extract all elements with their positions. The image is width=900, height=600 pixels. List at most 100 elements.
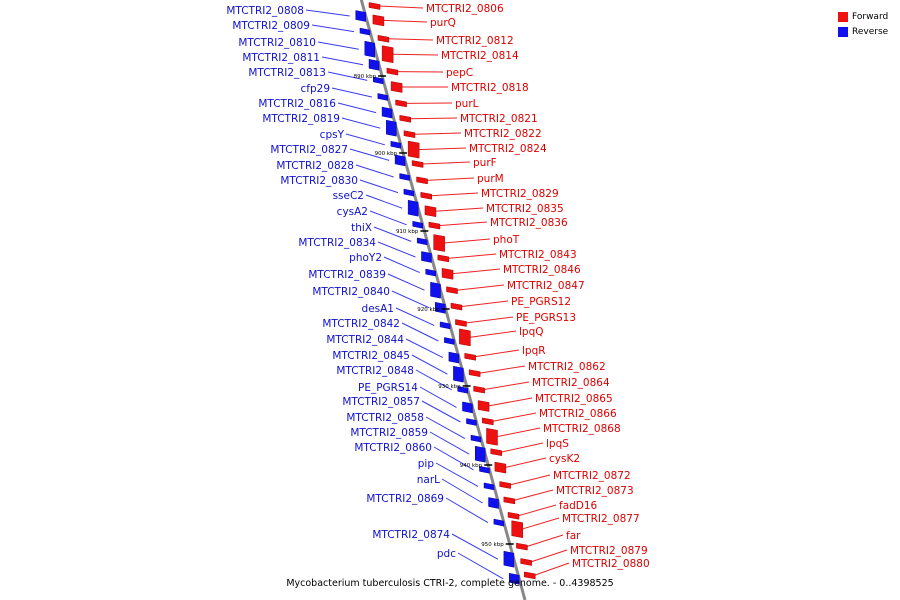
- reverse-gene-label: MTCTRI2_0869: [366, 493, 444, 505]
- forward-gene-label: MTCTRI2_0879: [570, 545, 648, 557]
- reverse-leader-line: [341, 117, 381, 129]
- reverse-gene-feature: [399, 173, 410, 181]
- forward-gene-feature: [403, 130, 416, 138]
- forward-gene-label: MTCTRI2_0846: [503, 264, 581, 276]
- reverse-leader-line: [425, 416, 466, 440]
- reverse-gene-label: desA1: [362, 303, 394, 315]
- forward-gene-feature: [420, 192, 433, 200]
- forward-gene-label: MTCTRI2_0843: [499, 249, 577, 261]
- reverse-leader-line: [419, 386, 457, 408]
- reverse-leader-line: [377, 241, 416, 258]
- reverse-gene-feature: [493, 518, 505, 527]
- reverse-leader-line: [441, 478, 483, 504]
- reverse-gene-label: cysA2: [337, 206, 368, 218]
- reverse-leader-line: [433, 446, 474, 471]
- reverse-leader-line: [383, 256, 420, 274]
- forward-leader-line: [492, 412, 537, 422]
- reverse-gene-feature: [394, 154, 406, 167]
- forward-gene-feature: [390, 81, 403, 93]
- reverse-leader-line: [445, 497, 489, 524]
- reverse-gene-label: MTCTRI2_0845: [332, 350, 410, 362]
- genome-caption: Mycobacterium tuberculosis CTRI-2, compl…: [286, 578, 614, 589]
- reverse-gene-label: MTCTRI2_0844: [326, 334, 404, 346]
- forward-gene-feature: [399, 115, 412, 123]
- reverse-gene-label: cfp29: [301, 83, 331, 95]
- forward-gene-label: purF: [473, 157, 497, 169]
- forward-gene-feature: [424, 205, 437, 217]
- reverse-gene-feature: [373, 76, 384, 85]
- forward-gene-label: cysK2: [549, 453, 580, 465]
- reverse-leader-line: [391, 290, 430, 309]
- forward-leader-line: [378, 5, 424, 9]
- forward-gene-feature: [386, 67, 399, 76]
- forward-gene-label: far: [566, 530, 581, 542]
- reverse-gene-label: MTCTRI2_0840: [312, 286, 390, 298]
- forward-gene-label: lpqQ: [519, 326, 544, 338]
- reverse-leader-line: [355, 164, 394, 178]
- reverse-gene-label: cpsY: [320, 129, 345, 141]
- forward-leader-line: [517, 504, 557, 517]
- reverse-gene-feature: [479, 465, 490, 474]
- forward-gene-label: purQ: [430, 17, 456, 29]
- reverse-gene-feature: [439, 321, 451, 330]
- reverse-gene-label: MTCTRI2_0874: [372, 529, 450, 541]
- forward-gene-label: MTCTRI2_0836: [490, 217, 568, 229]
- coordinate-tick-label: 940 kbp: [460, 463, 483, 469]
- coordinate-tick-label: 930 kbp: [438, 384, 461, 390]
- forward-gene-label: fadD16: [559, 500, 598, 512]
- reverse-leader-line: [327, 71, 368, 81]
- forward-gene-label: MTCTRI2_0814: [441, 50, 519, 62]
- forward-leader-line: [409, 117, 458, 120]
- reverse-gene-feature: [435, 301, 446, 314]
- forward-gene-feature: [437, 254, 450, 263]
- forward-gene-label: MTCTRI2_0877: [562, 513, 640, 525]
- forward-gene-feature: [433, 234, 445, 252]
- forward-leader-line: [530, 549, 568, 563]
- forward-leader-line: [426, 177, 475, 181]
- forward-leader-line: [434, 207, 484, 212]
- reverse-gene-feature: [466, 418, 477, 426]
- reverse-gene-label: MTCTRI2_0860: [354, 442, 432, 454]
- reverse-gene-feature: [425, 268, 436, 277]
- forward-leader-line: [504, 457, 547, 469]
- forward-gene-feature: [507, 512, 520, 520]
- forward-leader-line: [500, 442, 544, 453]
- forward-leader-line: [474, 349, 520, 358]
- forward-leader-line: [447, 253, 497, 259]
- forward-gene-label: lpqS: [546, 438, 569, 450]
- reverse-gene-feature: [407, 199, 419, 217]
- reverse-gene-feature: [412, 220, 423, 229]
- coordinate-tick-label: 900 kbp: [375, 151, 398, 157]
- forward-gene-label: PE_PGRS13: [516, 312, 576, 324]
- reverse-gene-feature: [430, 281, 441, 299]
- reverse-gene-feature: [457, 385, 468, 394]
- reverse-gene-label: MTCTRI2_0858: [346, 412, 424, 424]
- forward-gene-label: MTCTRI2_0821: [460, 113, 538, 125]
- forward-gene-feature: [446, 286, 458, 294]
- reverse-leader-line: [429, 431, 470, 455]
- coordinate-tick-label: 950 kbp: [481, 542, 504, 548]
- reverse-gene-feature: [403, 188, 415, 197]
- reverse-leader-line: [359, 179, 399, 194]
- reverse-gene-label: pdc: [437, 548, 456, 560]
- forward-gene-feature: [368, 2, 381, 10]
- forward-leader-line: [418, 147, 467, 151]
- forward-gene-label: MTCTRI2_0824: [469, 143, 547, 155]
- forward-gene-label: MTCTRI2_0873: [556, 485, 634, 497]
- forward-leader-line: [413, 132, 462, 135]
- reverse-gene-label: MTCTRI2_0816: [258, 98, 336, 110]
- legend: Forward Reverse: [838, 9, 888, 39]
- reverse-gene-label: MTCTRI2_0842: [322, 318, 400, 330]
- forward-leader-line: [422, 161, 471, 165]
- reverse-leader-line: [457, 552, 504, 580]
- legend-reverse-swatch: [838, 26, 848, 37]
- forward-gene-feature: [494, 461, 507, 474]
- legend-forward-swatch: [838, 11, 848, 22]
- forward-gene-feature: [503, 496, 516, 505]
- forward-leader-line: [392, 53, 439, 56]
- forward-leader-line: [387, 38, 434, 41]
- forward-gene-label: MTCTRI2_0862: [528, 361, 606, 373]
- forward-gene-label: purL: [455, 98, 479, 110]
- forward-leader-line: [469, 330, 517, 338]
- reverse-leader-line: [317, 41, 359, 50]
